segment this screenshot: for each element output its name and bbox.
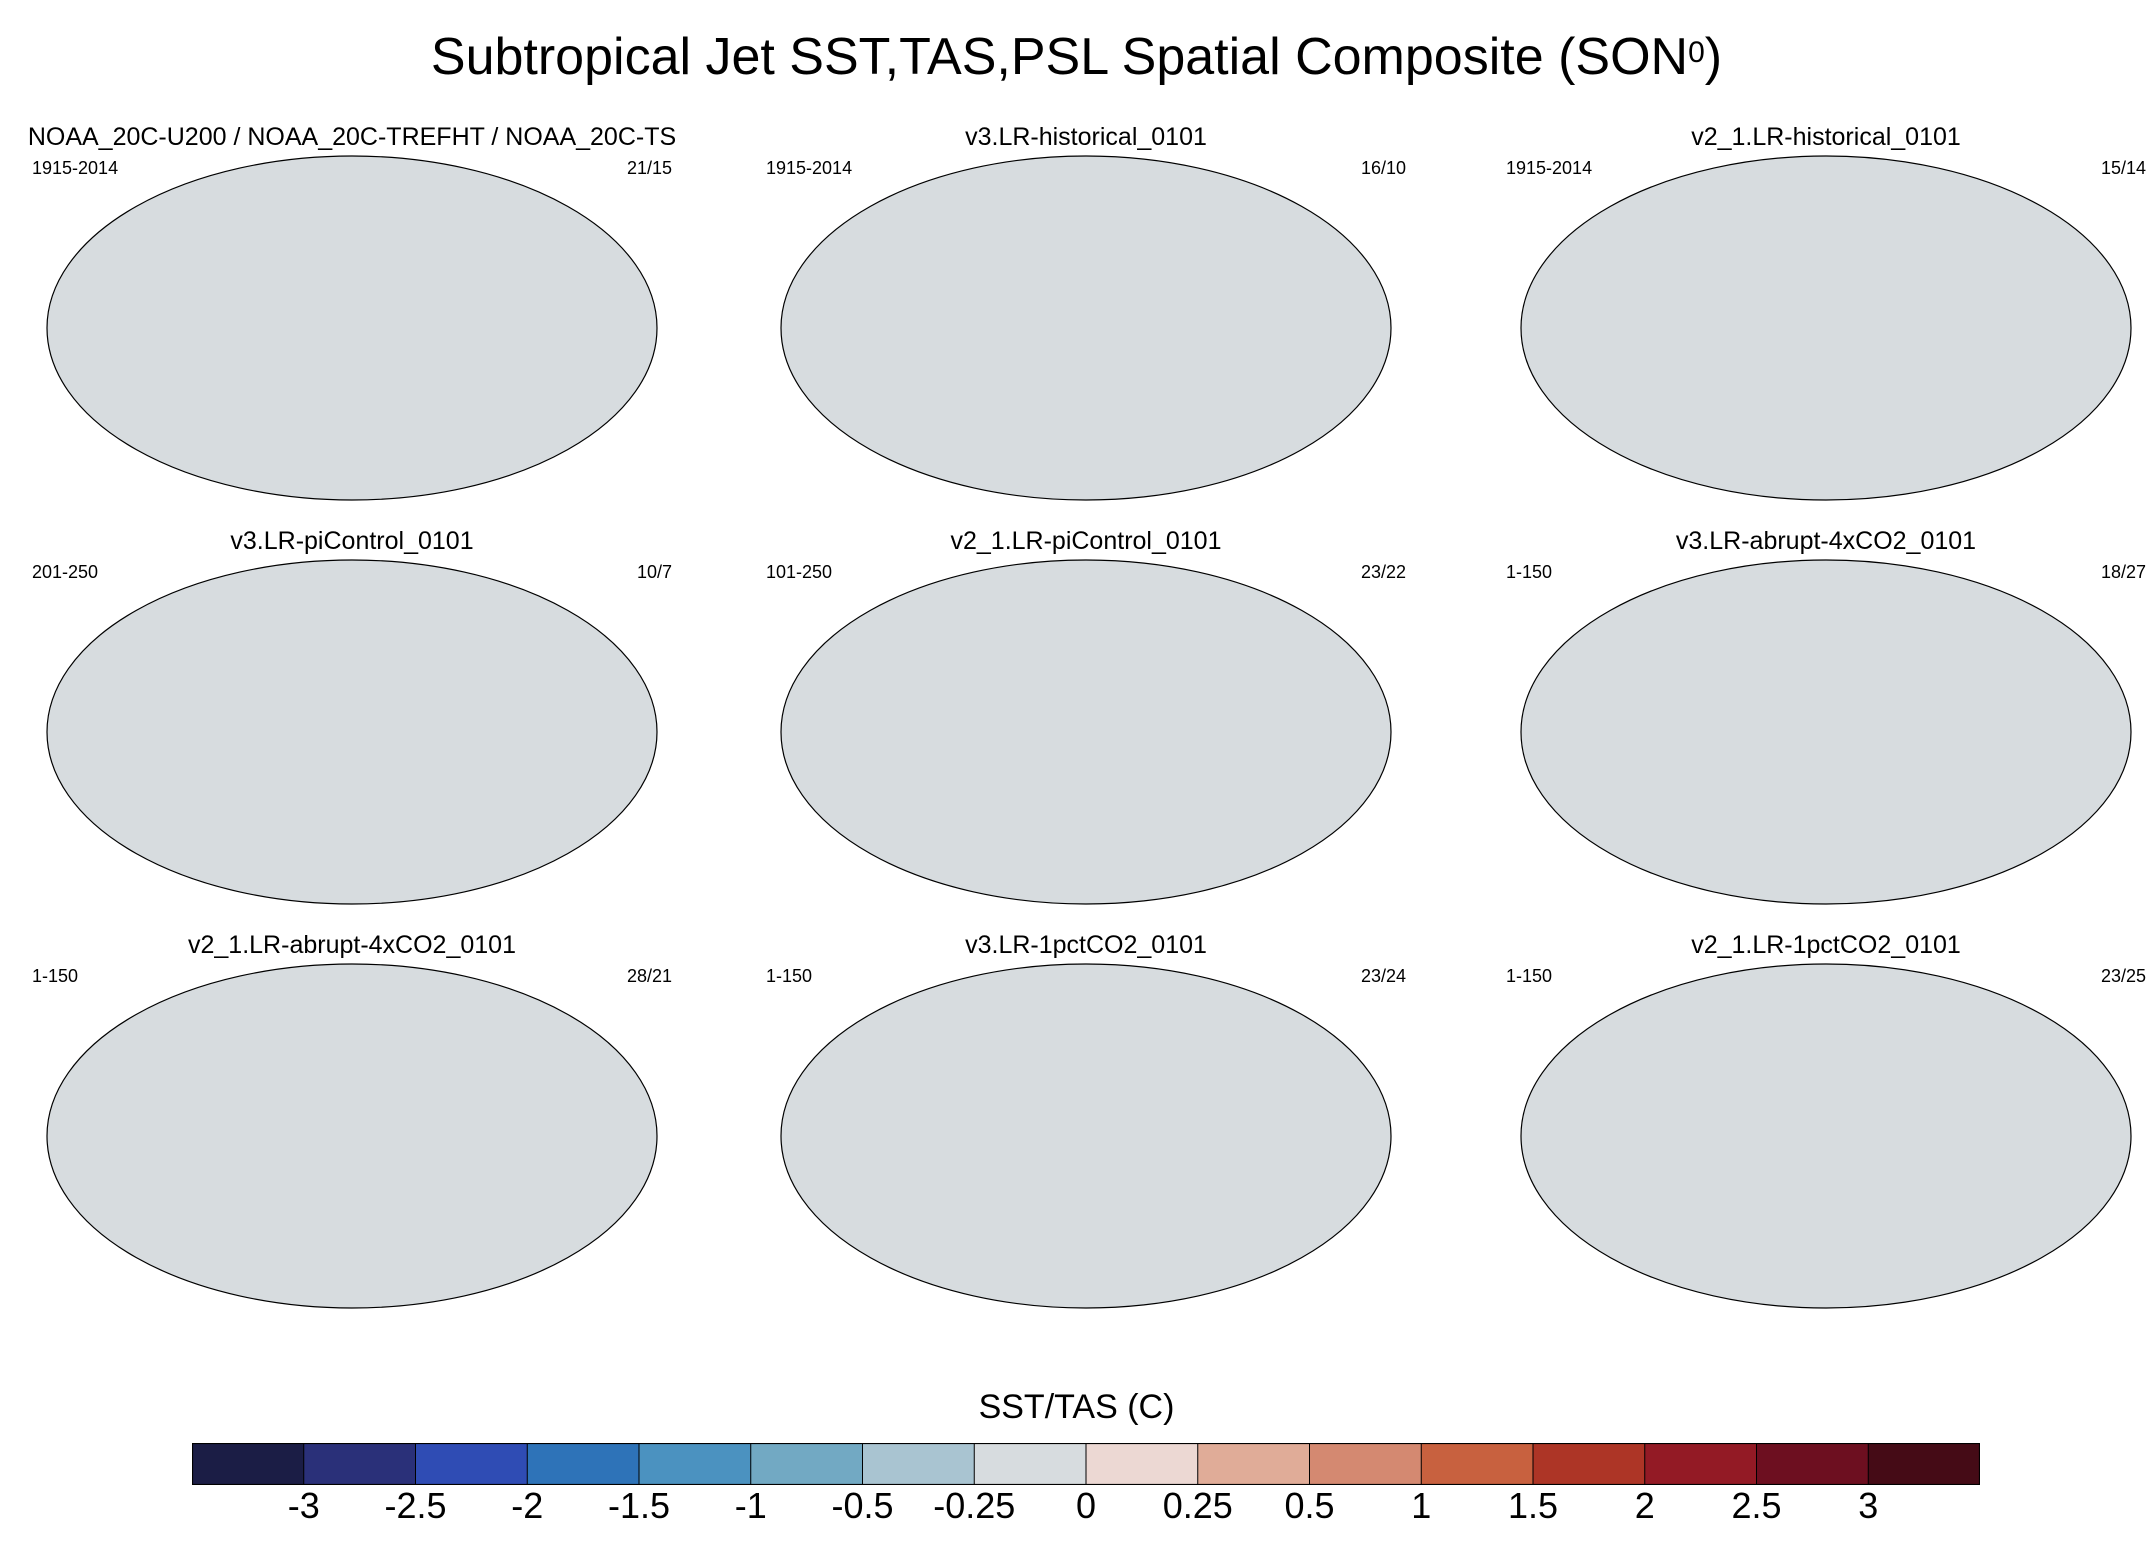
panel-ratio: 10/7 (636, 562, 672, 582)
map-panel: v2_1.LR-piControl_0101 101-250 23/22 (746, 526, 1426, 926)
colorbar-swatch (1868, 1443, 1980, 1485)
colorbar-tick-label: 0.25 (1162, 1485, 1233, 1526)
panel-title: v2_1.LR-piControl_0101 (950, 527, 1222, 555)
colorbar-frame (192, 1443, 1980, 1485)
map-panel: v3.LR-abrupt-4xCO2_0101 1-150 18/27 (1486, 526, 2153, 926)
panel-ratio: 15/14 (2100, 158, 2146, 178)
panel-period: 1915-2014 (32, 158, 119, 178)
panel-title: v3.LR-piControl_0101 (230, 527, 474, 555)
panel-title: v2_1.LR-abrupt-4xCO2_0101 (188, 931, 516, 959)
map-panel: v2_1.LR-historical_0101 1915-2014 15/14 (1486, 122, 2153, 522)
panel-ratio: 23/22 (1360, 562, 1406, 582)
colorbar-swatch (750, 1443, 864, 1485)
colorbar-tick-label: 1 (1411, 1485, 1432, 1526)
panel-title: v2_1.LR-historical_0101 (1691, 123, 1961, 151)
panel-period: 1915-2014 (766, 158, 853, 178)
colorbar-tick-label: -3 (287, 1485, 320, 1526)
panel-title: NOAA_20C-U200 / NOAA_20C-TREFHT / NOAA_2… (27, 123, 677, 151)
colorbar-tick-label: -2 (511, 1485, 544, 1526)
map-panel: v3.LR-piControl_0101 201-250 10/7 (12, 526, 692, 926)
panel-title: v3.LR-abrupt-4xCO2_0101 (1675, 527, 1977, 555)
colorbar-swatch (639, 1443, 752, 1485)
map-projection (1520, 559, 2132, 905)
colorbar-swatch (1756, 1443, 1869, 1485)
colorbar-swatch (303, 1443, 417, 1485)
panel-period: 101-250 (766, 562, 833, 582)
colorbar (192, 1443, 1980, 1485)
panel-title: v2_1.LR-1pctCO2_0101 (1691, 931, 1961, 959)
figure-title: Subtropical Jet SST,TAS,PSL Spatial Comp… (430, 28, 1723, 86)
panel-ratio: 16/10 (1360, 158, 1406, 178)
colorbar-tick-label: 3 (1858, 1485, 1879, 1526)
colorbar-swatch (974, 1443, 1087, 1485)
colorbar-swatch (1533, 1443, 1646, 1485)
colorbar-swatch (1644, 1443, 1758, 1485)
map-panel: v3.LR-historical_0101 1915-2014 16/10 (746, 122, 1426, 522)
colorbar-tick-label: 2 (1634, 1485, 1655, 1526)
map-projection (780, 559, 1392, 905)
colorbar-tick-label: -1.5 (607, 1485, 671, 1526)
colorbar-swatch (1309, 1443, 1422, 1485)
panel-period: 201-250 (32, 562, 99, 582)
map-panel: v3.LR-1pctCO2_0101 1-150 23/24 (746, 930, 1426, 1330)
map-projection (780, 155, 1392, 501)
colorbar-tick-label: 2.5 (1731, 1485, 1782, 1526)
map-panel: v2_1.LR-1pctCO2_0101 1-150 23/25 (1486, 930, 2153, 1330)
map-projection (780, 963, 1392, 1309)
map-projection (46, 559, 658, 905)
map-projection (46, 155, 658, 501)
colorbar-swatch (1086, 1443, 1199, 1485)
panel-ratio: 28/21 (626, 966, 672, 986)
colorbar-tick-label: -2.5 (384, 1485, 447, 1526)
colorbar-tick-label: -0.5 (831, 1485, 894, 1526)
colorbar-swatch (192, 1443, 305, 1485)
map-projection (46, 963, 658, 1309)
colorbar-tick-label: -0.25 (933, 1485, 1016, 1526)
colorbar-swatch (1421, 1443, 1534, 1485)
panel-ratio: 23/24 (1360, 966, 1406, 986)
panel-ratio: 23/25 (2100, 966, 2146, 986)
colorbar-swatch (862, 1443, 975, 1485)
map-projection (1520, 963, 2132, 1309)
map-projection (1520, 155, 2132, 501)
panel-period: 1-150 (1506, 562, 1553, 582)
panel-ratio: 21/15 (626, 158, 672, 178)
colorbar-tick-label: 1.5 (1507, 1485, 1559, 1526)
panel-title: v3.LR-historical_0101 (965, 123, 1207, 151)
panel-title: v3.LR-1pctCO2_0101 (965, 931, 1207, 959)
colorbar-swatch (415, 1443, 528, 1485)
panel-ratio: 18/27 (2100, 562, 2146, 582)
panel-period: 1-150 (1506, 966, 1553, 986)
colorbar-tick-label: 0.5 (1284, 1485, 1335, 1526)
map-panel: NOAA_20C-U200 / NOAA_20C-TREFHT / NOAA_2… (12, 122, 692, 522)
colorbar-tick-label: 0 (1075, 1485, 1097, 1526)
colorbar-tick-label: -1 (734, 1485, 767, 1526)
panel-period: 1-150 (32, 966, 79, 986)
colorbar-swatch (1197, 1443, 1311, 1485)
panel-period: 1915-2014 (1506, 158, 1593, 178)
map-panel: v2_1.LR-abrupt-4xCO2_0101 1-150 28/21 (12, 930, 692, 1330)
panel-period: 1-150 (766, 966, 813, 986)
colorbar-label: SST/TAS (C) (978, 1388, 1175, 1426)
colorbar-swatch (527, 1443, 640, 1485)
